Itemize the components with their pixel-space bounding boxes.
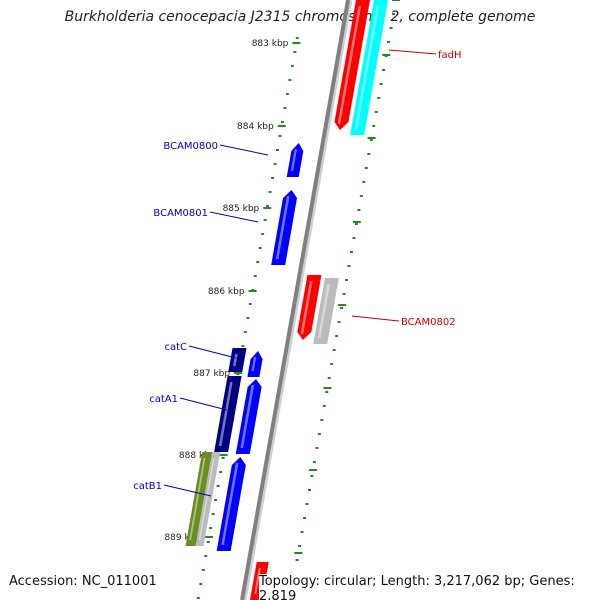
- BCAM0801-feature: [271, 190, 298, 265]
- scale-tick-label: 889 kbp: [164, 533, 201, 543]
- gene-leader-line: [179, 397, 228, 411]
- catC-feature: [247, 351, 263, 377]
- gene-label: catC: [164, 342, 187, 353]
- BCAM0802-feature: [297, 275, 322, 340]
- catC-dark-feature-body: [228, 348, 247, 372]
- grey-feature-upper-body: [313, 278, 339, 344]
- catA1-feature-highlight: [240, 384, 255, 449]
- gene-leader-line: [188, 345, 237, 359]
- catC-feature-body: [247, 351, 263, 377]
- catA1-dark-feature-highlight: [218, 381, 233, 447]
- grey-feature-upper-highlight: [317, 283, 330, 339]
- gene-leader-line: [209, 211, 259, 223]
- gene-leader-line: [388, 49, 437, 55]
- gene-leader-line: [351, 315, 400, 322]
- catA1-dark-feature-body: [214, 376, 242, 452]
- gene-leader-line: [163, 484, 212, 497]
- accession-text: Accession: NC_011001: [9, 574, 157, 589]
- map-title: Burkholderia cenocepacia J2315 chromosom…: [64, 9, 536, 25]
- catB1-feature-body: [216, 457, 246, 551]
- grey-feature-upper: [313, 278, 339, 344]
- cyan-feature-highlight: [354, 5, 380, 130]
- catB1-feature-highlight: [221, 462, 239, 546]
- grey-feature-lower: [195, 452, 221, 546]
- catC-dark-feature: [228, 348, 247, 372]
- fadH-feature-body: [334, 0, 370, 130]
- gene-label: catA1: [149, 394, 178, 405]
- scale-tick-label: 887 kbp: [193, 369, 230, 379]
- olive-feature-highlight: [189, 457, 206, 541]
- catA1-dark-feature: [214, 376, 242, 452]
- gene-label: fadH: [438, 50, 462, 61]
- gene-label: BCAM0800: [163, 141, 218, 152]
- fadH-feature: [334, 0, 370, 130]
- scale-tick-label: 885 kbp: [223, 204, 260, 214]
- catC-feature-highlight: [251, 356, 257, 372]
- scale-tick-label: 886 kbp: [208, 287, 245, 297]
- catA1-feature: [235, 379, 262, 454]
- BCAM0802-feature-body: [297, 275, 322, 340]
- BCAM0800-feature: [286, 143, 304, 177]
- cyan-feature-body: [350, 0, 388, 135]
- scale-tick-label: 888 kbp: [179, 451, 216, 461]
- gene-label: catB1: [133, 481, 162, 492]
- grey-feature-lower-highlight: [198, 457, 215, 541]
- fadH-feature-highlight: [337, 5, 362, 125]
- BCAM0800-feature-body: [286, 143, 304, 177]
- BCAM0800-feature-highlight: [290, 148, 297, 172]
- gene-label: BCAM0802: [401, 317, 456, 328]
- BCAM0802-feature-highlight: [300, 280, 313, 335]
- scale-tick-label: 883 kbp: [252, 39, 289, 49]
- olive-feature-body: [185, 452, 213, 546]
- gene-leader-line: [219, 144, 269, 156]
- grey-feature-lower-body: [195, 452, 221, 546]
- gene-label: BCAM0801: [153, 208, 208, 219]
- catC-dark-feature-highlight: [232, 353, 238, 367]
- catB1-feature: [216, 457, 246, 551]
- scale-tick-label: 884 kbp: [237, 122, 274, 132]
- backbone-line: [240, 0, 350, 600]
- genome-stats-text: Topology: circular; Length: 3,217,062 bp…: [259, 574, 600, 600]
- BCAM0801-feature-body: [271, 190, 298, 265]
- olive-feature: [185, 452, 213, 546]
- catA1-feature-body: [235, 379, 262, 454]
- cyan-feature: [350, 0, 388, 135]
- bottom-red-feature-highlight: [254, 567, 261, 595]
- BCAM0801-feature-highlight: [275, 195, 290, 260]
